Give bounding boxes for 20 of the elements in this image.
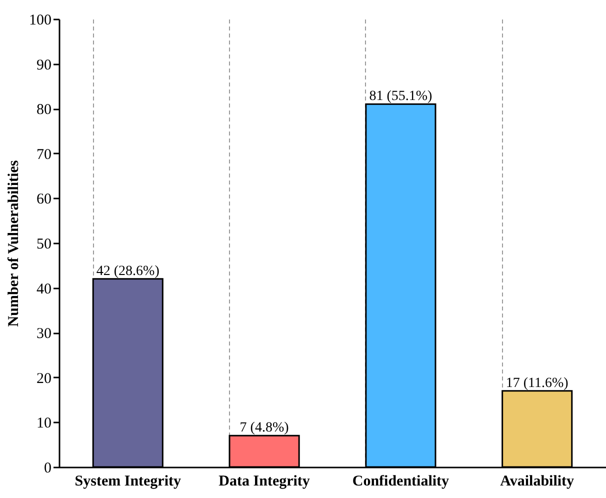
y-tick-label: 80: [36, 102, 52, 118]
x-tick-label: System Integrity: [74, 474, 182, 490]
y-tick-label: 10: [36, 416, 52, 432]
y-tick-label: 50: [36, 236, 52, 252]
data-label: 81 (55.1%): [369, 89, 433, 104]
x-tick-label: Confidentiality: [352, 474, 450, 490]
y-tick-label: 60: [36, 192, 52, 208]
y-tick-label: 30: [36, 326, 52, 342]
data-label: 42 (28.6%): [96, 264, 160, 279]
x-tick-label: Availability: [500, 474, 575, 490]
data-label: 7 (4.8%): [240, 420, 290, 436]
y-tick-label: 100: [29, 12, 52, 28]
y-tick-label: 0: [44, 460, 52, 476]
data-label: 17 (11.6%): [506, 376, 569, 391]
y-tick-label: 70: [36, 146, 52, 163]
y-tick-label: 40: [36, 281, 52, 298]
y-tick-label: 90: [36, 57, 52, 74]
x-tick-label: Data Integrity: [218, 474, 310, 490]
y-axis-title: Number of Vulnerabilities: [6, 160, 22, 327]
y-tick-label: 20: [36, 370, 52, 387]
